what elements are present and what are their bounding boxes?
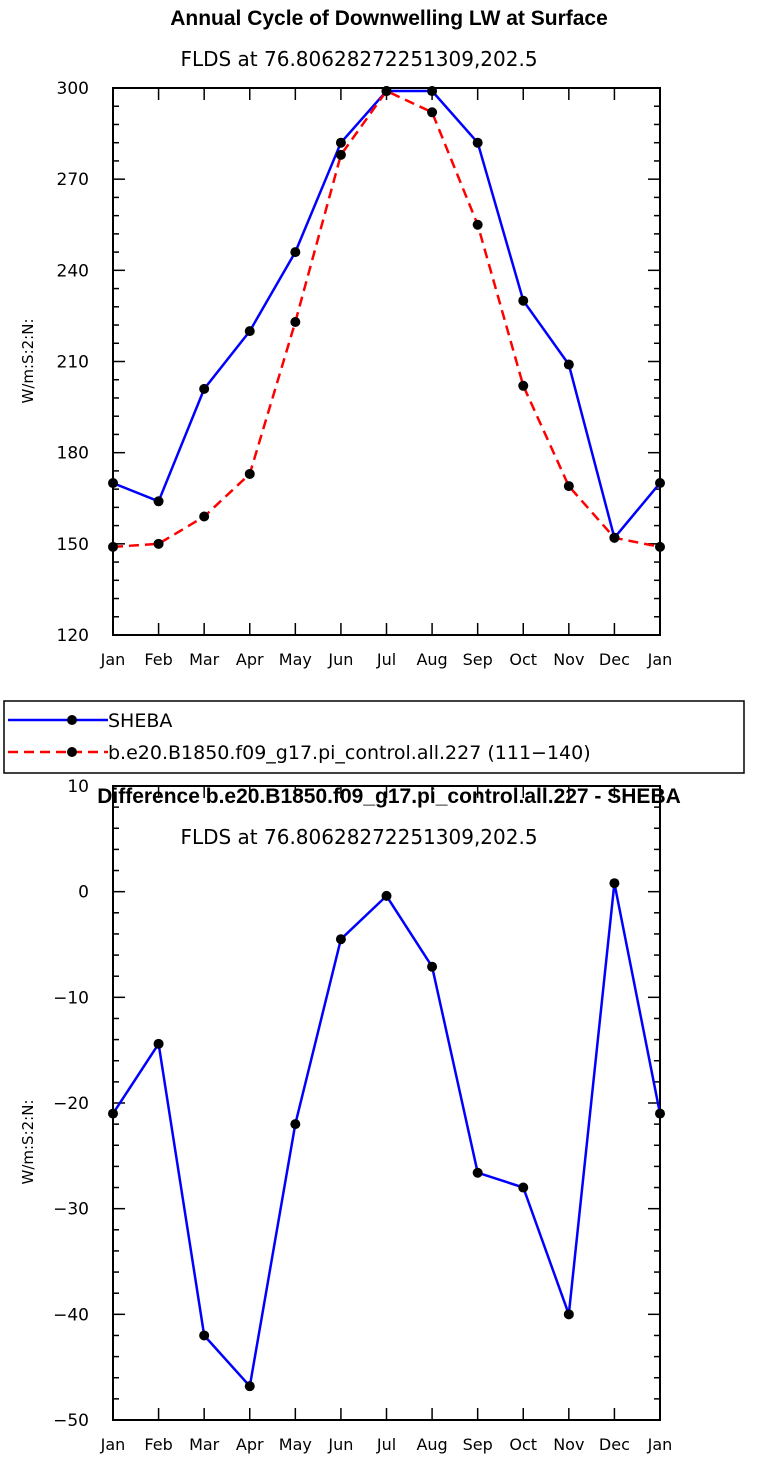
x-tick-label: Feb	[144, 650, 172, 669]
x-tick-label: Feb	[144, 1435, 172, 1454]
data-point	[518, 380, 529, 391]
y-tick-label: −30	[53, 1200, 89, 1220]
y-tick-label: 240	[57, 261, 89, 281]
panel2-ylabel: W/m:S:2:N:	[19, 1100, 37, 1185]
data-point	[563, 481, 574, 492]
x-tick-label: Apr	[236, 650, 264, 669]
x-tick-label: Nov	[553, 650, 584, 669]
data-point	[199, 383, 210, 394]
data-point	[518, 295, 529, 306]
data-point	[244, 1381, 255, 1392]
panel2-frame	[112, 785, 661, 1421]
legend-marker-sheba	[67, 715, 77, 725]
x-tick-label: Jun	[327, 1435, 353, 1454]
data-point	[381, 86, 392, 97]
x-tick-label: Aug	[416, 650, 447, 669]
data-point	[108, 541, 118, 552]
legend-marker-model	[67, 747, 77, 757]
y-tick-label: 150	[57, 535, 89, 555]
data-point	[153, 496, 164, 507]
data-point	[655, 541, 665, 552]
x-tick-label: Jan	[647, 1435, 673, 1454]
data-point	[655, 478, 665, 489]
y-tick-label: 0	[78, 883, 89, 903]
data-point	[335, 137, 346, 148]
data-point	[335, 934, 346, 945]
data-point	[472, 137, 483, 148]
data-point	[244, 326, 255, 337]
data-point	[518, 1182, 529, 1193]
panel1-plot: 120 150 180 210 240 270 300 Jan Feb Mar Apr May Jun J…	[57, 79, 673, 669]
data-point	[427, 107, 438, 118]
legend: SHEBA b.e20.B1850.f09_g17.pi_control.all…	[3, 700, 745, 774]
series-line-primary	[111, 881, 662, 1388]
x-tick-label: Mar	[189, 650, 220, 669]
data-point	[108, 1108, 118, 1119]
data-point	[199, 511, 210, 522]
x-tick-label: Oct	[509, 650, 537, 669]
x-tick-label: Aug	[416, 1435, 447, 1454]
x-tick-label: Jun	[327, 650, 353, 669]
y-tick-label: 120	[57, 626, 89, 646]
series-line-primary	[112, 89, 661, 540]
panel2-subtitle: FLDS at 76.80628272251309,202.5	[180, 825, 537, 849]
legend-label-sheba: SHEBA	[108, 710, 172, 732]
data-point	[153, 1038, 164, 1049]
panel1-subtitle: FLDS at 76.80628272251309,202.5	[180, 47, 537, 71]
data-point	[199, 1330, 210, 1341]
data-point	[381, 890, 392, 901]
y-tick-label: −10	[53, 988, 89, 1008]
legend-box	[3, 700, 745, 774]
x-tick-label: Dec	[599, 650, 630, 669]
y-tick-label: 300	[57, 79, 89, 99]
y-tick-label: −20	[53, 1094, 89, 1114]
data-point	[335, 149, 346, 160]
panel2-title: Difference b.e20.B1850.f09_g17.pi_contro…	[97, 785, 681, 808]
x-tick-label: Dec	[599, 1435, 630, 1454]
x-tick-label: Jan	[647, 650, 673, 669]
x-tick-label: May	[279, 650, 312, 669]
series-line-secondary	[112, 89, 661, 549]
y-tick-label: −40	[53, 1305, 89, 1325]
data-point	[427, 86, 438, 97]
x-tick-label: Jul	[376, 1435, 396, 1454]
data-point	[472, 219, 483, 230]
y-tick-label: 10	[67, 777, 89, 797]
x-tick-label: Jul	[376, 650, 396, 669]
data-point	[290, 247, 301, 258]
y-tick-label: 210	[57, 353, 89, 373]
x-tick-label: Nov	[553, 1435, 584, 1454]
panel1-frame	[112, 87, 661, 636]
x-tick-label: Sep	[463, 650, 493, 669]
y-tick-label: 270	[57, 170, 89, 190]
panel1-ylabel: W/m:S:2:N:	[19, 319, 37, 404]
data-point	[290, 1119, 301, 1130]
x-tick-label: Sep	[463, 1435, 493, 1454]
data-point	[153, 538, 164, 549]
data-point	[108, 478, 118, 489]
data-point	[244, 468, 255, 479]
data-point	[472, 1167, 483, 1178]
y-tick-label: −50	[53, 1411, 89, 1431]
data-point	[427, 961, 438, 972]
x-tick-label: Apr	[236, 1435, 264, 1454]
data-point	[290, 316, 301, 327]
x-tick-label: May	[279, 1435, 312, 1454]
x-tick-label: Mar	[189, 1435, 220, 1454]
panel2-plot: −50 −40 −30 −20 −10 0 10 Jan Feb Mar Apr May Jun Jul A…	[53, 777, 672, 1454]
data-point	[655, 1108, 665, 1119]
x-tick-label: Oct	[509, 1435, 537, 1454]
legend-label-model: b.e20.B1850.f09_g17.pi_control.all.227 (…	[108, 742, 591, 764]
data-point	[609, 532, 620, 543]
data-point	[563, 359, 574, 370]
data-point	[609, 878, 620, 889]
x-tick-label: Jan	[100, 650, 126, 669]
y-tick-label: 180	[57, 444, 89, 464]
x-tick-label: Jan	[100, 1435, 126, 1454]
panel1-title: Annual Cycle of Downwelling LW at Surfac…	[170, 7, 608, 30]
data-point	[563, 1309, 574, 1320]
